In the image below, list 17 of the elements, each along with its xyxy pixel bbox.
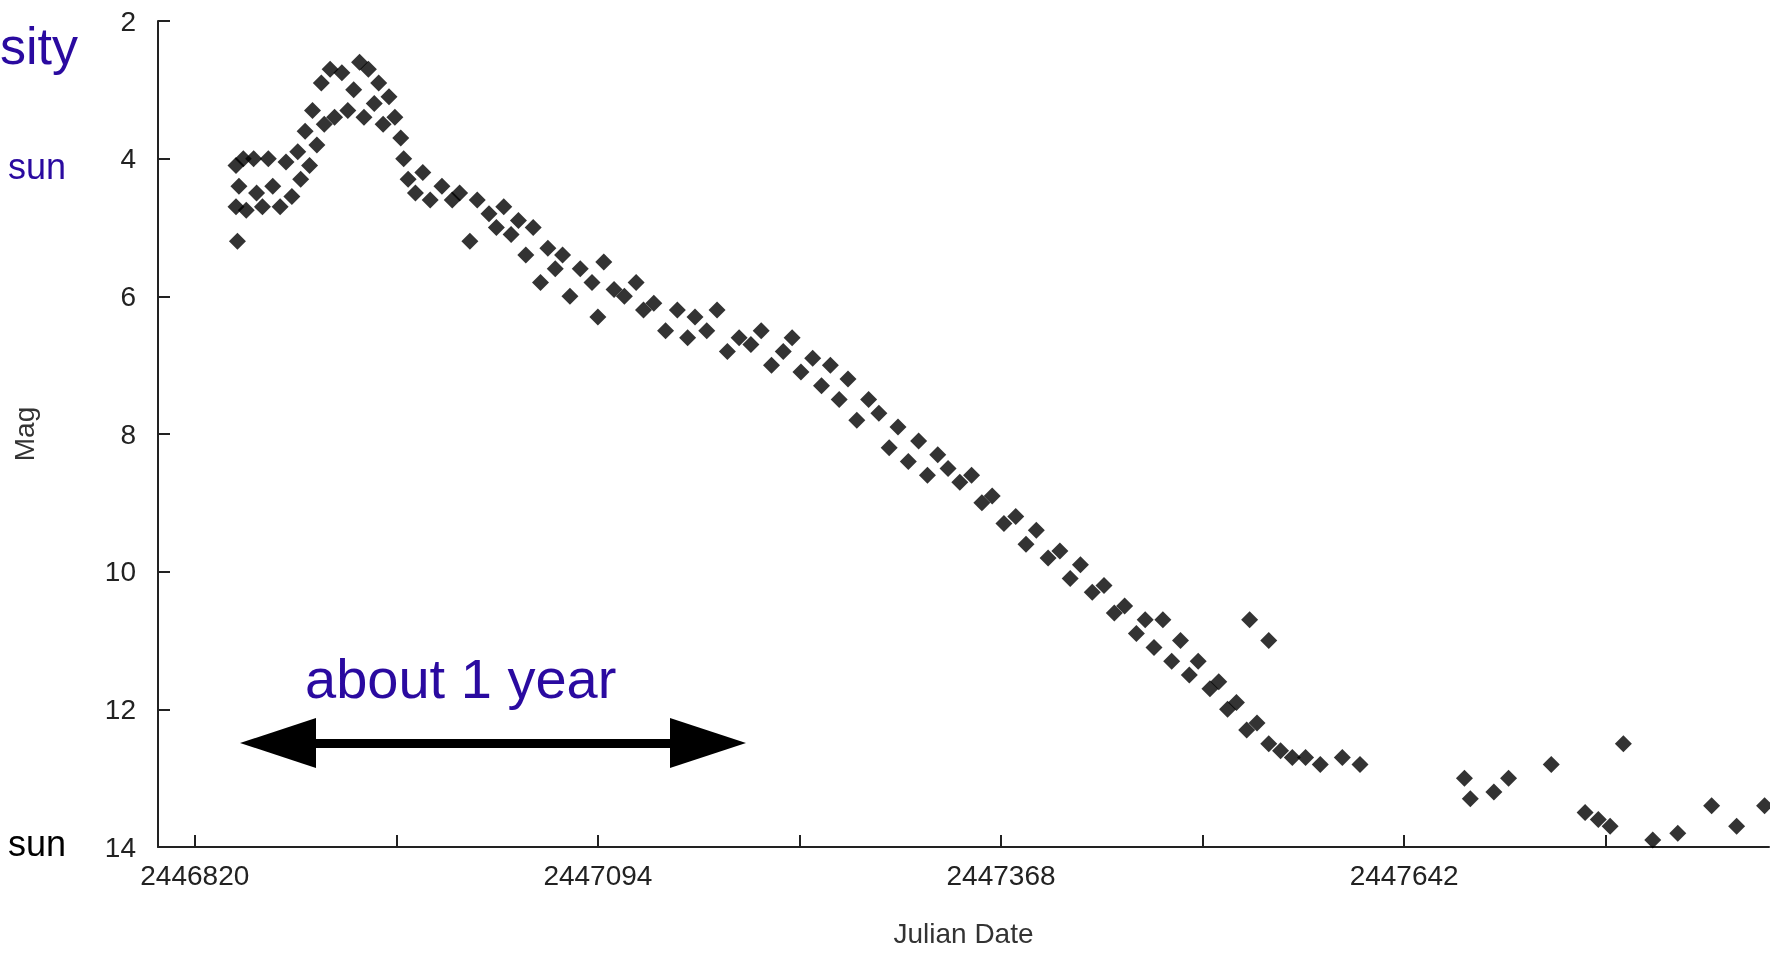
text: sity <box>0 17 78 75</box>
y-tick-label: 4 <box>120 143 136 175</box>
y-tick-label: 14 <box>104 831 136 863</box>
x-tick-label: 2447094 <box>543 859 653 891</box>
x-tick-label: 2446820 <box>140 859 250 891</box>
x-axis-title: Julian Date <box>893 917 1034 949</box>
y-tick-label: 8 <box>120 418 136 450</box>
y-tick-label: 2 <box>120 5 136 37</box>
text: sun <box>8 822 67 864</box>
y-tick-label: 10 <box>104 556 136 588</box>
annotation: about 1 year <box>305 646 617 710</box>
x-tick-label: 2447642 <box>1349 859 1459 891</box>
y-tick-label: 12 <box>104 693 136 725</box>
y-axis-title: Mag <box>8 406 40 462</box>
text: sun <box>8 145 67 187</box>
x-tick-label: 2447368 <box>946 859 1056 891</box>
y-tick-label: 6 <box>120 280 136 312</box>
